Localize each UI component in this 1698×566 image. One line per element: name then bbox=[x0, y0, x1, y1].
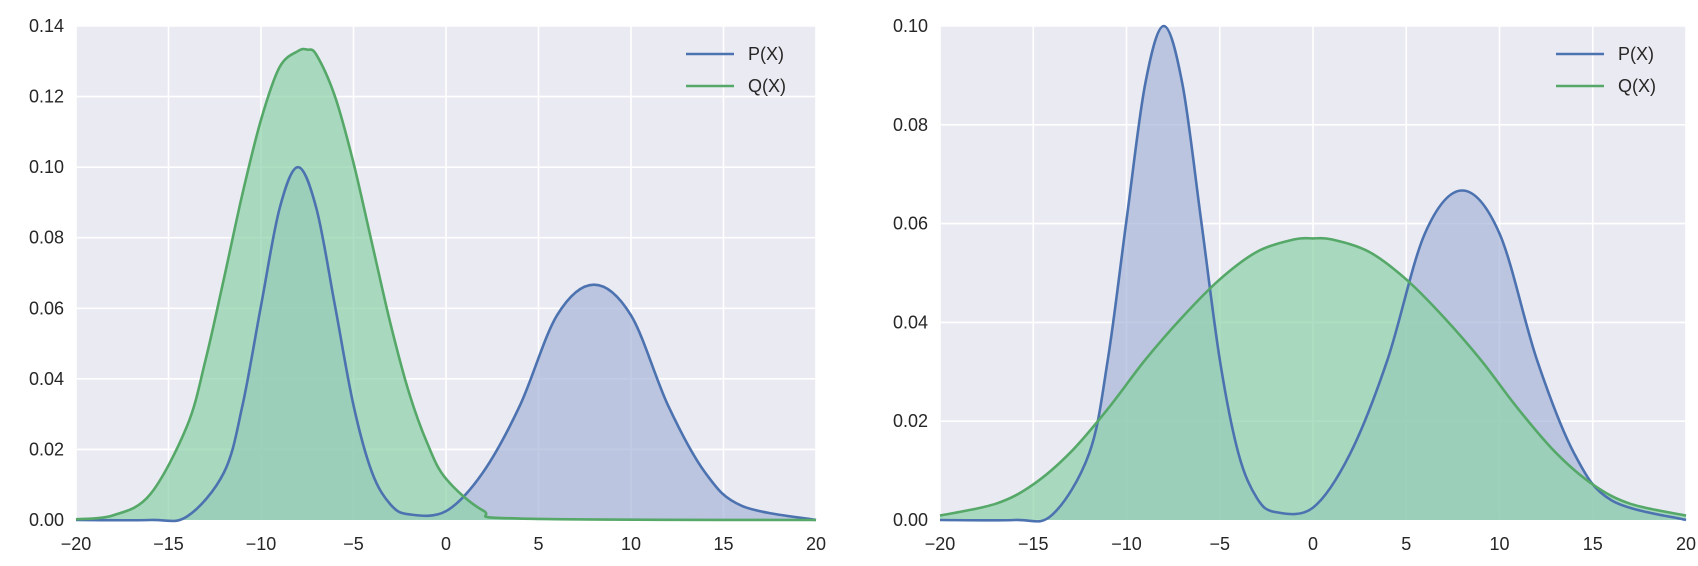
chart-right: −20 −15 −10 −5 0 5 10 15 20 0.00 0.02 0.04 0.06 0.08 0… bbox=[893, 16, 1696, 554]
y-tick-label: 0.10 bbox=[893, 16, 928, 36]
legend-label: Q(X) bbox=[1618, 76, 1656, 96]
x-tick-label: −20 bbox=[61, 534, 92, 554]
y-tick-label: 0.00 bbox=[29, 510, 64, 530]
x-tick-label: 15 bbox=[713, 534, 733, 554]
y-tick-label: 0.06 bbox=[893, 214, 928, 234]
y-tick-label: 0.14 bbox=[29, 16, 64, 36]
y-tick-label: 0.06 bbox=[29, 298, 64, 318]
y-tick-label: 0.08 bbox=[29, 228, 64, 248]
series-line-Q(X) bbox=[939, 236, 1687, 517]
chart-left: −20 −15 −10 −5 0 5 10 15 20 0.00 0.02 0.04 0.06 0.08 0… bbox=[29, 16, 826, 554]
x-tick-label: −15 bbox=[153, 534, 184, 554]
x-tick-label: −10 bbox=[1111, 534, 1142, 554]
x-tick-label: 10 bbox=[1489, 534, 1509, 554]
y-tick-label: 0.00 bbox=[893, 510, 928, 530]
x-tick-label: −10 bbox=[246, 534, 277, 554]
legend-label: P(X) bbox=[1618, 44, 1654, 64]
x-tick-label: 5 bbox=[533, 534, 543, 554]
y-tick-label: 0.02 bbox=[893, 411, 928, 431]
y-tick-label: 0.08 bbox=[893, 115, 928, 135]
series-fill-Q(X) bbox=[940, 238, 1686, 521]
x-tick-label: 0 bbox=[1308, 534, 1318, 554]
x-tick-label: 20 bbox=[1676, 534, 1696, 554]
y-tick-label: 0.10 bbox=[29, 157, 64, 177]
x-tick-label: −5 bbox=[343, 534, 364, 554]
y-tick-label: 0.04 bbox=[29, 369, 64, 389]
y-tick-label: 0.02 bbox=[29, 439, 64, 459]
y-tick-label: 0.12 bbox=[29, 87, 64, 107]
legend-label: P(X) bbox=[748, 44, 784, 64]
series-line-P(X) bbox=[75, 165, 817, 523]
legend-label: Q(X) bbox=[748, 76, 786, 96]
series-line-P(X) bbox=[939, 24, 1687, 523]
series-fill-Q(X) bbox=[76, 48, 816, 520]
x-tick-label: 0 bbox=[441, 534, 451, 554]
x-tick-label: −15 bbox=[1018, 534, 1049, 554]
x-tick-label: 5 bbox=[1401, 534, 1411, 554]
x-tick-label: −5 bbox=[1209, 534, 1230, 554]
x-tick-label: 15 bbox=[1583, 534, 1603, 554]
y-tick-label: 0.04 bbox=[893, 312, 928, 332]
x-tick-label: −20 bbox=[925, 534, 956, 554]
x-tick-label: 10 bbox=[621, 534, 641, 554]
x-tick-label: 20 bbox=[806, 534, 826, 554]
series-line-Q(X) bbox=[75, 47, 817, 522]
